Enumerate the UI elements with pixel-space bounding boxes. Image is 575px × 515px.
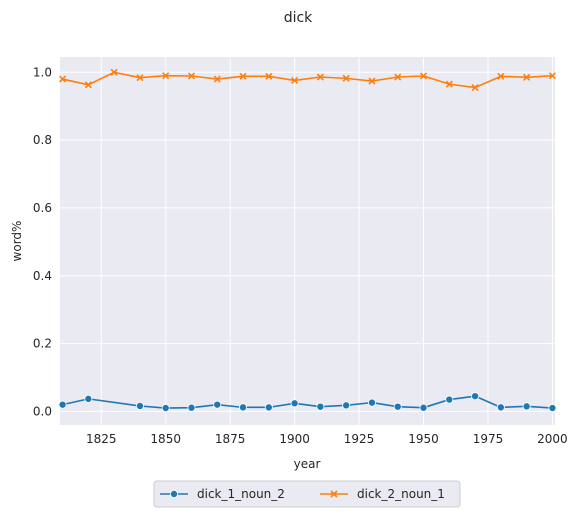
x-axis-ticks: 1825 1850 1875 1900 1925 1950 1975 2000: [86, 432, 568, 446]
series-dick-2-noun-1: [59, 68, 556, 92]
y-tick-label: 0.0: [33, 404, 52, 418]
series-dick-1-noun-2: [58, 392, 557, 413]
data-point-dick-1-noun-2: [58, 400, 67, 409]
data-point-dick-1-noun-2: [213, 400, 222, 409]
y-tick-label: 0.4: [33, 269, 52, 283]
chart-title: dick: [284, 10, 313, 26]
legend-label-dick-2-noun-1: dick_2_noun_1: [357, 487, 445, 501]
data-point-dick-2-noun-1: [136, 74, 144, 82]
data-point-dick-2-noun-1: [523, 73, 531, 81]
data-point-dick-1-noun-2: [548, 404, 557, 413]
data-point-dick-2-noun-1: [316, 73, 324, 81]
data-point-dick-2-noun-1: [419, 72, 428, 80]
data-point-dick-2-noun-1: [187, 72, 196, 80]
data-point-dick-1-noun-2: [84, 394, 93, 403]
legend-marker-dick-2-noun-1: [330, 490, 338, 498]
data-point-dick-1-noun-2: [187, 403, 196, 412]
data-point-dick-2-noun-1: [59, 75, 67, 83]
data-point-dick-1-noun-2: [264, 403, 273, 412]
legend-entry-dick-1-noun-2: dick_1_noun_2: [160, 487, 285, 501]
x-tick-label: 1975: [473, 432, 504, 446]
data-point-dick-2-noun-1: [84, 81, 92, 89]
plot-area: [60, 57, 555, 425]
series-line-dick-2-noun-1: [62, 71, 553, 89]
y-axis-ticks: 0.0 0.2 0.4 0.6 0.8 1.0: [33, 65, 52, 418]
data-point-dick-1-noun-2: [471, 392, 480, 401]
y-axis-label: word%: [10, 221, 24, 262]
data-point-dick-1-noun-2: [496, 403, 505, 412]
x-tick-label: 1850: [150, 432, 181, 446]
x-tick-label: 1925: [344, 432, 375, 446]
data-point-dick-2-noun-1: [548, 72, 556, 80]
data-point-dick-2-noun-1: [291, 76, 299, 84]
data-point-dick-1-noun-2: [342, 401, 351, 410]
data-point-dick-2-noun-1: [213, 75, 221, 83]
data-point-dick-1-noun-2: [316, 402, 325, 411]
grid: [60, 57, 555, 425]
legend-label-dick-1-noun-2: dick_1_noun_2: [197, 487, 285, 501]
data-point-dick-2-noun-1: [265, 72, 273, 80]
x-axis-label: year: [294, 457, 321, 471]
y-tick-label: 0.8: [33, 133, 52, 147]
legend-entry-dick-2-noun-1: dick_2_noun_1: [320, 487, 445, 501]
data-point-dick-1-noun-2: [161, 404, 170, 413]
data-point-dick-1-noun-2: [239, 403, 248, 412]
y-tick-label: 1.0: [33, 65, 52, 79]
data-point-dick-1-noun-2: [135, 402, 144, 411]
data-point-dick-2-noun-1: [162, 72, 170, 80]
legend-frame: [153, 480, 461, 508]
x-tick-label: 1900: [279, 432, 310, 446]
data-point-dick-2-noun-1: [342, 74, 350, 82]
data-point-dick-1-noun-2: [290, 399, 299, 408]
legend: dick_1_noun_2 dick_2_noun_1: [153, 480, 461, 508]
data-point-dick-2-noun-1: [497, 72, 505, 80]
x-tick-label: 2000: [537, 432, 568, 446]
data-point-dick-1-noun-2: [419, 403, 428, 412]
x-tick-label: 1950: [408, 432, 439, 446]
data-point-dick-2-noun-1: [471, 83, 479, 92]
data-point-dick-2-noun-1: [394, 73, 402, 81]
data-point-dick-1-noun-2: [367, 398, 376, 407]
series-layer: [58, 68, 557, 413]
x-tick-label: 1875: [215, 432, 246, 446]
data-point-dick-1-noun-2: [522, 402, 531, 411]
y-tick-label: 0.6: [33, 201, 52, 215]
data-point-dick-1-noun-2: [393, 402, 402, 411]
data-point-dick-2-noun-1: [239, 72, 247, 80]
data-point-dick-2-noun-1: [368, 77, 376, 85]
data-point-dick-2-noun-1: [445, 80, 453, 88]
data-point-dick-2-noun-1: [110, 68, 118, 76]
x-tick-label: 1825: [86, 432, 117, 446]
y-tick-label: 0.2: [33, 337, 52, 351]
data-point-dick-1-noun-2: [445, 395, 454, 404]
legend-marker-dick-1-noun-2: [169, 489, 178, 498]
